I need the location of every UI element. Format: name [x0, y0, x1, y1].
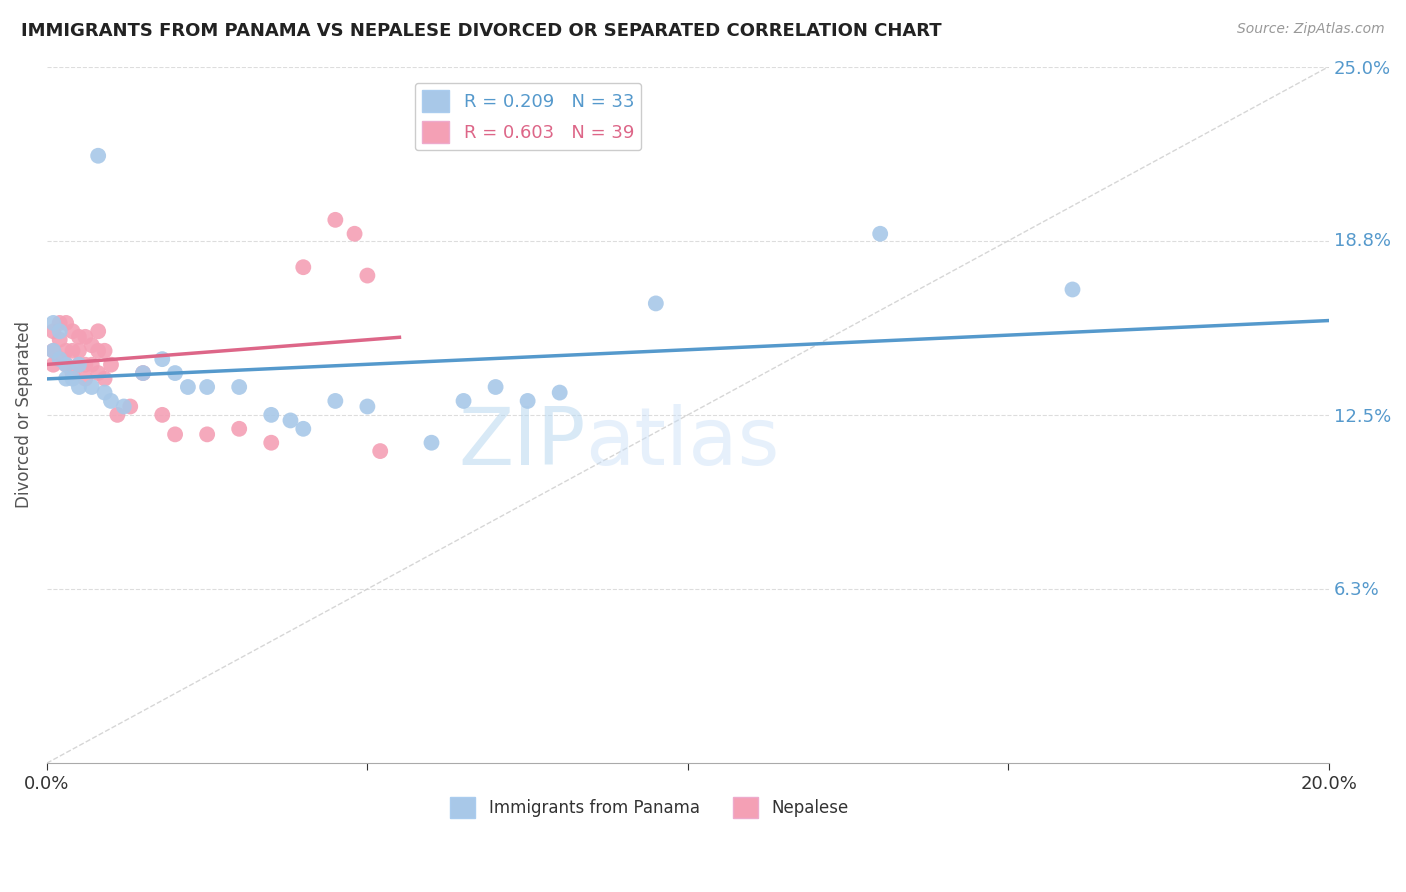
- Point: [80, 338, 103, 352]
- Point: [87, 343, 110, 358]
- Point: [75, 330, 97, 344]
- Point: [42, 316, 65, 330]
- Point: [260, 408, 283, 422]
- Point: [260, 435, 283, 450]
- Point: [42, 324, 65, 338]
- Point: [644, 296, 666, 310]
- Point: [55, 358, 77, 372]
- Text: ZIP: ZIP: [458, 404, 585, 482]
- Point: [75, 371, 97, 385]
- Point: [112, 400, 135, 414]
- Point: [80, 358, 103, 372]
- Point: [280, 413, 302, 427]
- Point: [67, 358, 90, 372]
- Legend: Immigrants from Panama, Nepalese: Immigrants from Panama, Nepalese: [444, 791, 855, 824]
- Point: [325, 212, 347, 227]
- Point: [356, 400, 378, 414]
- Point: [42, 343, 65, 358]
- Point: [87, 149, 110, 163]
- Point: [292, 422, 315, 436]
- Point: [42, 343, 65, 358]
- Point: [548, 385, 571, 400]
- Point: [100, 358, 122, 372]
- Point: [42, 358, 65, 372]
- Point: [165, 366, 187, 380]
- Point: [62, 343, 84, 358]
- Point: [93, 343, 115, 358]
- Point: [292, 260, 315, 275]
- Text: Source: ZipAtlas.com: Source: ZipAtlas.com: [1237, 22, 1385, 37]
- Point: [62, 324, 84, 338]
- Point: [165, 427, 187, 442]
- Point: [55, 316, 77, 330]
- Point: [100, 393, 122, 408]
- Point: [453, 393, 475, 408]
- Point: [325, 393, 347, 408]
- Point: [516, 393, 538, 408]
- Point: [93, 371, 115, 385]
- Point: [93, 385, 115, 400]
- Point: [120, 400, 142, 414]
- Point: [67, 343, 90, 358]
- Point: [48, 333, 70, 347]
- Point: [67, 330, 90, 344]
- Point: [150, 408, 173, 422]
- Point: [87, 366, 110, 380]
- Point: [67, 358, 90, 372]
- Point: [132, 366, 155, 380]
- Point: [195, 427, 218, 442]
- Point: [55, 343, 77, 358]
- Point: [48, 352, 70, 367]
- Text: IMMIGRANTS FROM PANAMA VS NEPALESE DIVORCED OR SEPARATED CORRELATION CHART: IMMIGRANTS FROM PANAMA VS NEPALESE DIVOR…: [21, 22, 942, 40]
- Point: [228, 380, 250, 394]
- Y-axis label: Divorced or Separated: Divorced or Separated: [15, 321, 32, 508]
- Point: [62, 366, 84, 380]
- Point: [132, 366, 155, 380]
- Point: [87, 324, 110, 338]
- Point: [195, 380, 218, 394]
- Point: [356, 268, 378, 283]
- Point: [869, 227, 891, 241]
- Point: [55, 358, 77, 372]
- Point: [62, 371, 84, 385]
- Point: [48, 324, 70, 338]
- Point: [48, 316, 70, 330]
- Point: [177, 380, 200, 394]
- Point: [150, 352, 173, 367]
- Point: [55, 371, 77, 385]
- Text: atlas: atlas: [585, 404, 780, 482]
- Point: [368, 444, 391, 458]
- Point: [67, 380, 90, 394]
- Point: [105, 408, 128, 422]
- Point: [48, 352, 70, 367]
- Point: [80, 380, 103, 394]
- Point: [1062, 283, 1084, 297]
- Point: [343, 227, 366, 241]
- Point: [228, 422, 250, 436]
- Point: [484, 380, 506, 394]
- Point: [420, 435, 443, 450]
- Point: [75, 358, 97, 372]
